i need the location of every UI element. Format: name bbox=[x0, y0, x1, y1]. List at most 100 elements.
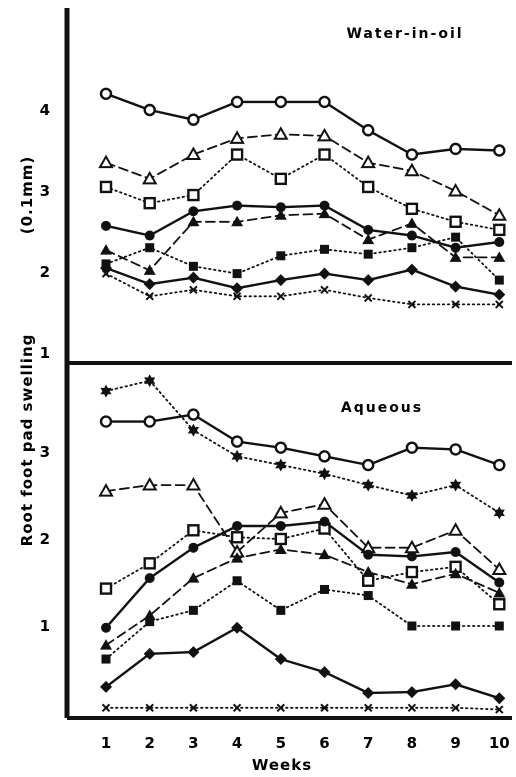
point-1-6-5 bbox=[320, 584, 329, 594]
point-0-5-4 bbox=[276, 251, 286, 261]
point-1-8-7 bbox=[407, 703, 417, 712]
point-1-2-9 bbox=[491, 561, 508, 575]
point-1-6-8 bbox=[451, 621, 461, 631]
x-tick-label-3: 4 bbox=[232, 734, 242, 752]
point-0-5-3 bbox=[232, 269, 242, 279]
point-1-0-3 bbox=[231, 449, 243, 463]
point-0-7-2 bbox=[189, 285, 198, 295]
point-1-5-7 bbox=[405, 578, 418, 589]
point-0-0-0 bbox=[99, 87, 113, 101]
point-1-2-5 bbox=[316, 496, 333, 510]
series-0-0-open-circle bbox=[99, 87, 506, 161]
y-tick-label-0-2: 3 bbox=[40, 182, 50, 200]
point-0-0-8 bbox=[449, 142, 462, 156]
point-0-4-8 bbox=[449, 251, 462, 262]
point-1-0-4 bbox=[275, 458, 287, 472]
series-line-1-3 bbox=[105, 527, 501, 606]
point-1-2-0 bbox=[98, 483, 114, 497]
series-1-3-open-square bbox=[99, 522, 506, 611]
point-0-1-7 bbox=[404, 162, 420, 177]
point-0-0-1 bbox=[143, 103, 156, 117]
point-1-6-4 bbox=[276, 605, 286, 615]
point-1-3-1 bbox=[143, 557, 156, 570]
point-0-4-3 bbox=[231, 215, 244, 227]
y-tick-label-0-3: 4 bbox=[40, 101, 50, 119]
series-1-1-open-circle bbox=[99, 408, 506, 472]
point-1-7-8 bbox=[449, 678, 462, 691]
point-0-4-7 bbox=[405, 217, 418, 228]
point-1-4-5 bbox=[319, 516, 330, 527]
point-1-8-0 bbox=[101, 703, 111, 712]
point-1-1-8 bbox=[449, 443, 462, 456]
point-1-4-8 bbox=[450, 547, 461, 558]
point-1-4-7 bbox=[406, 551, 417, 562]
point-1-0-1 bbox=[144, 374, 156, 388]
point-0-3-9 bbox=[494, 237, 505, 248]
point-1-1-0 bbox=[99, 415, 113, 428]
point-1-1-9 bbox=[493, 458, 506, 472]
point-0-1-1 bbox=[141, 170, 158, 185]
panel-title-aqueous: Aqueous bbox=[341, 400, 423, 416]
point-0-0-9 bbox=[493, 144, 506, 157]
point-0-6-5 bbox=[318, 267, 331, 280]
point-1-7-5 bbox=[318, 666, 331, 679]
point-0-7-1 bbox=[145, 292, 154, 301]
series-line-1-6 bbox=[105, 579, 501, 660]
x-axis-label: Weeks bbox=[252, 756, 312, 774]
y-tick-label-0-0: 1 bbox=[40, 344, 50, 362]
point-1-6-2 bbox=[188, 605, 198, 615]
series-0-7-cross bbox=[101, 269, 504, 309]
series-line-1-4 bbox=[104, 520, 501, 629]
point-0-2-9 bbox=[493, 223, 506, 237]
point-0-3-4 bbox=[275, 202, 286, 213]
y-tick-label-1-1: 2 bbox=[40, 530, 50, 548]
panel-water-in-oil bbox=[98, 87, 508, 309]
point-0-1-3 bbox=[229, 130, 245, 144]
point-1-3-9 bbox=[493, 598, 506, 611]
point-1-5-4 bbox=[274, 543, 287, 554]
point-0-5-6 bbox=[363, 249, 373, 259]
point-1-7-9 bbox=[493, 692, 506, 705]
point-1-0-6 bbox=[362, 478, 374, 492]
y-tick-label-0-1: 2 bbox=[40, 263, 50, 281]
point-0-6-1 bbox=[143, 278, 156, 291]
point-1-7-3 bbox=[231, 621, 244, 634]
point-0-2-2 bbox=[187, 188, 200, 202]
point-1-5-9 bbox=[493, 586, 506, 598]
series-1-0-filled-star bbox=[100, 374, 505, 520]
series-0-1-open-triangle bbox=[98, 126, 508, 221]
point-0-1-0 bbox=[98, 154, 114, 169]
chart-labels: Water-in-oil Aqueous Root foot pad swell… bbox=[18, 26, 462, 774]
point-1-3-2 bbox=[187, 524, 200, 537]
x-tick-label-1: 2 bbox=[144, 734, 154, 752]
point-1-7-4 bbox=[274, 653, 287, 666]
series-0-2-open-square bbox=[99, 148, 506, 237]
point-1-5-6 bbox=[362, 566, 375, 577]
series-line-1-7 bbox=[104, 626, 501, 700]
panel-aqueous bbox=[98, 374, 508, 714]
point-0-3-1 bbox=[144, 230, 155, 241]
point-1-8-9 bbox=[495, 705, 504, 714]
point-1-7-1 bbox=[143, 647, 156, 660]
point-1-2-2 bbox=[185, 477, 202, 491]
series-line-0-6 bbox=[104, 266, 501, 296]
series-1-6-filled-square bbox=[101, 576, 504, 664]
series-1-4-filled-circle bbox=[101, 516, 505, 633]
point-1-5-3 bbox=[231, 552, 244, 563]
point-1-8-1 bbox=[145, 703, 154, 712]
point-0-2-7 bbox=[405, 202, 419, 216]
point-0-3-6 bbox=[363, 224, 374, 235]
point-1-2-8 bbox=[447, 522, 464, 536]
point-1-5-8 bbox=[449, 567, 462, 579]
series-0-3-filled-circle bbox=[101, 200, 505, 253]
point-1-8-6 bbox=[363, 703, 373, 712]
point-1-1-4 bbox=[274, 441, 287, 454]
tick-labels: 1 2 3 4 1 2 3 1 2 3 4 5 6 7 8 9 10 bbox=[40, 101, 510, 752]
x-tick-label-4: 5 bbox=[276, 734, 286, 752]
point-1-4-3 bbox=[232, 520, 243, 531]
point-0-0-7 bbox=[405, 148, 419, 161]
point-0-2-3 bbox=[230, 148, 244, 161]
point-1-5-0 bbox=[100, 639, 112, 650]
point-0-7-6 bbox=[363, 293, 373, 303]
